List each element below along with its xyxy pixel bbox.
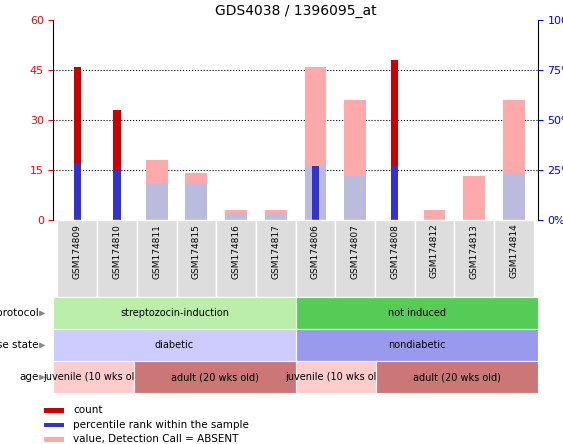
Text: GSM174817: GSM174817 — [271, 224, 280, 278]
Bar — [463, 176, 485, 220]
Text: GSM174814: GSM174814 — [510, 224, 519, 278]
Bar — [265, 213, 287, 220]
Bar — [305, 166, 327, 220]
FancyBboxPatch shape — [494, 220, 534, 297]
Text: GSM174815: GSM174815 — [192, 224, 201, 278]
Bar — [44, 437, 64, 442]
Text: GSM174812: GSM174812 — [430, 224, 439, 278]
Text: GSM174807: GSM174807 — [351, 224, 360, 278]
FancyBboxPatch shape — [414, 220, 454, 297]
Text: GSM174811: GSM174811 — [152, 224, 161, 278]
Text: value, Detection Call = ABSENT: value, Detection Call = ABSENT — [73, 434, 239, 444]
Bar — [391, 60, 399, 220]
Text: GSM174809: GSM174809 — [73, 224, 82, 278]
Bar — [312, 166, 319, 220]
Text: GSM174808: GSM174808 — [390, 224, 399, 278]
Text: disease state: disease state — [0, 341, 38, 350]
Text: juvenile (10 wks old): juvenile (10 wks old) — [285, 373, 387, 382]
Text: GSM174810: GSM174810 — [113, 224, 122, 278]
Text: GSM174806: GSM174806 — [311, 224, 320, 278]
FancyBboxPatch shape — [216, 220, 256, 297]
Bar — [74, 163, 81, 220]
Bar — [225, 210, 247, 220]
Bar — [305, 67, 327, 220]
Bar — [265, 210, 287, 220]
Text: not induced: not induced — [387, 309, 446, 318]
Bar — [44, 423, 64, 427]
FancyBboxPatch shape — [454, 220, 494, 297]
Text: adult (20 wks old): adult (20 wks old) — [171, 373, 259, 382]
Bar — [74, 67, 81, 220]
Bar — [113, 110, 120, 220]
FancyBboxPatch shape — [256, 220, 296, 297]
FancyBboxPatch shape — [375, 220, 414, 297]
Text: age: age — [19, 373, 38, 382]
Text: streptozocin-induction: streptozocin-induction — [120, 309, 229, 318]
Text: adult (20 wks old): adult (20 wks old) — [413, 373, 501, 382]
FancyBboxPatch shape — [177, 220, 216, 297]
FancyBboxPatch shape — [97, 220, 137, 297]
Bar — [344, 176, 366, 220]
Text: protocol: protocol — [0, 309, 38, 318]
Bar — [185, 183, 207, 220]
Bar — [503, 173, 525, 220]
Bar — [44, 408, 64, 413]
Bar — [146, 160, 168, 220]
Bar — [503, 100, 525, 220]
Bar — [146, 183, 168, 220]
FancyBboxPatch shape — [296, 220, 335, 297]
FancyBboxPatch shape — [335, 220, 375, 297]
Bar — [344, 100, 366, 220]
Bar — [185, 173, 207, 220]
Title: GDS4038 / 1396095_at: GDS4038 / 1396095_at — [215, 4, 377, 18]
Bar — [225, 213, 247, 220]
Text: count: count — [73, 405, 103, 416]
Bar — [423, 210, 445, 220]
Text: GSM174813: GSM174813 — [470, 224, 479, 278]
Bar — [391, 166, 399, 220]
Bar — [113, 170, 120, 220]
Text: GSM174816: GSM174816 — [231, 224, 240, 278]
FancyBboxPatch shape — [137, 220, 177, 297]
Text: juvenile (10 wks old): juvenile (10 wks old) — [43, 373, 145, 382]
FancyBboxPatch shape — [57, 220, 97, 297]
Text: diabetic: diabetic — [155, 341, 194, 350]
Text: percentile rank within the sample: percentile rank within the sample — [73, 420, 249, 430]
Text: nondiabetic: nondiabetic — [388, 341, 445, 350]
